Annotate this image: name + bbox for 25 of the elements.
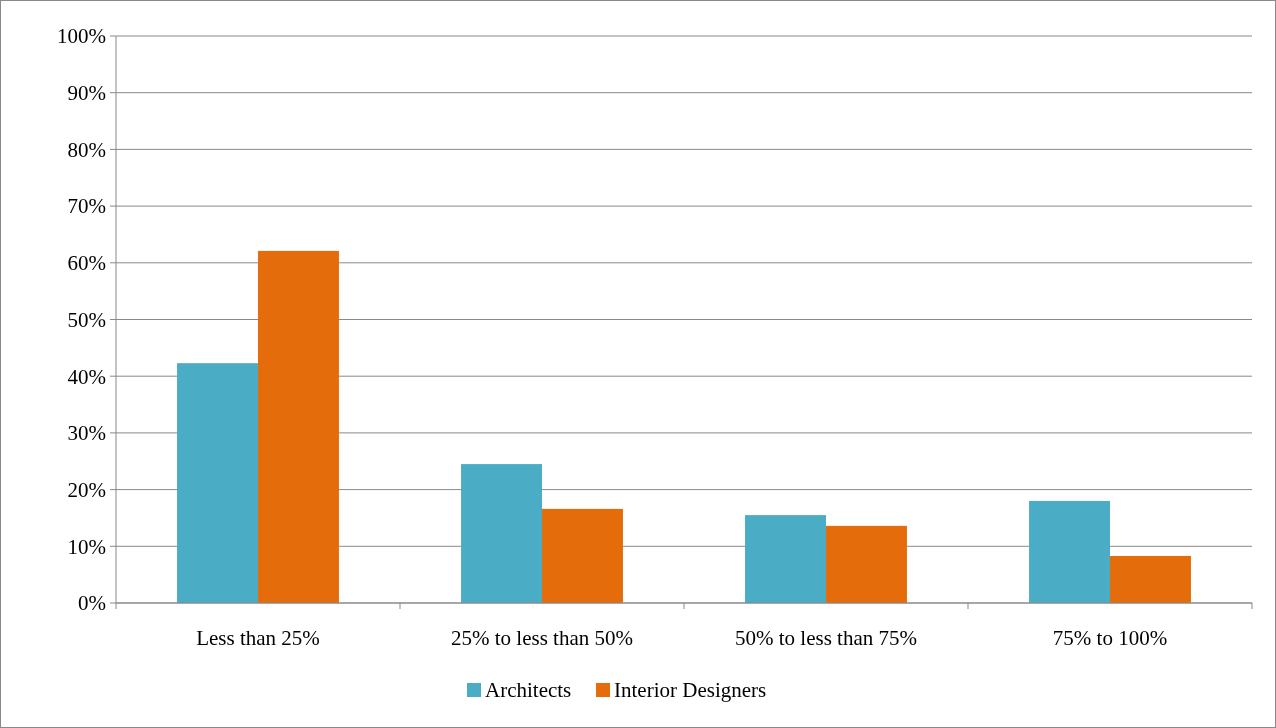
y-tick-label: 40%	[67, 364, 106, 389]
bar	[1029, 500, 1110, 603]
bar	[542, 508, 623, 603]
bar	[826, 525, 907, 603]
y-tick-label: 10%	[67, 534, 106, 559]
bar	[461, 464, 542, 603]
y-tick-label: 70%	[67, 194, 106, 219]
bar	[177, 363, 258, 603]
x-tick-label: 75% to 100%	[1052, 626, 1168, 650]
y-tick-label: 90%	[67, 81, 106, 106]
y-tick-label: 50%	[67, 307, 106, 332]
x-tick-label: 50% to less than 75%	[735, 626, 917, 650]
y-tick-label: 0%	[78, 591, 106, 616]
x-tick-label: 25% to less than 50%	[451, 626, 633, 650]
y-tick-label: 100%	[57, 24, 106, 49]
y-tick-label: 60%	[67, 251, 106, 276]
x-tick-label: Less than 25%	[196, 626, 320, 650]
bar	[1110, 555, 1191, 603]
bar	[745, 515, 826, 603]
y-tick-label: 80%	[67, 137, 106, 162]
legend-label: Architects	[485, 678, 572, 703]
legend-label: Interior Designers	[614, 678, 767, 703]
y-tick-label: 30%	[67, 421, 106, 446]
y-tick-label: 20%	[67, 477, 106, 502]
bar	[258, 250, 339, 603]
